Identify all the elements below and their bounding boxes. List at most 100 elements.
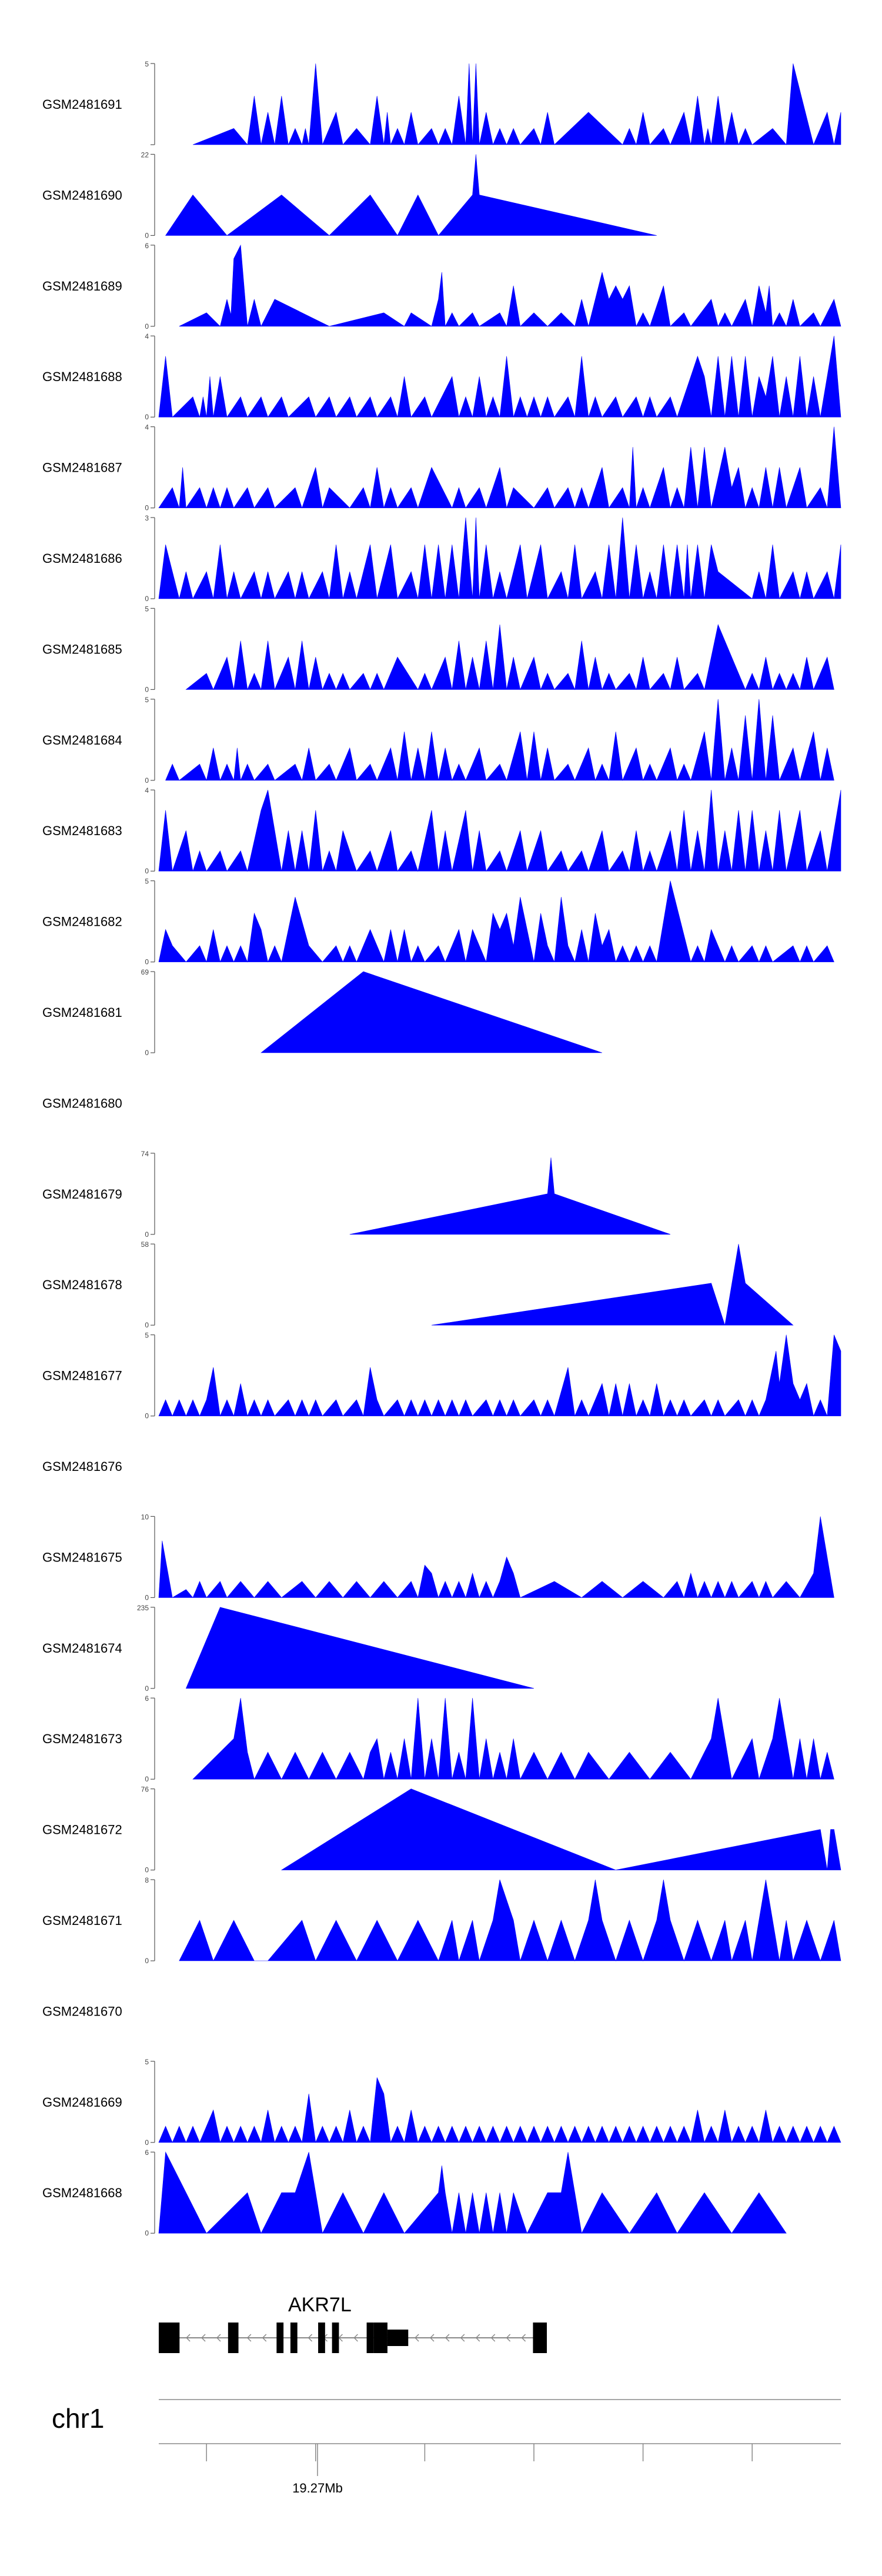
track-ymin-label: 0	[145, 413, 149, 421]
track-area	[158, 1516, 834, 1599]
track-ymin-label: 0	[145, 1230, 149, 1239]
track-ymin-label: 0	[145, 776, 149, 785]
track-label: GSM2481687	[42, 461, 122, 475]
gene-exon	[533, 2323, 547, 2353]
track-area	[192, 63, 841, 146]
track-area	[260, 971, 603, 1053]
gene-exon	[366, 2323, 374, 2353]
track-ymax-label: 5	[145, 877, 149, 886]
gene-strand-arrow	[475, 2334, 480, 2342]
track-ymin-label: 0	[145, 1684, 149, 1693]
track-area	[185, 623, 834, 690]
track-ymin-label: 0	[145, 1321, 149, 1329]
gene-exon	[290, 2323, 298, 2353]
track-label: GSM2481670	[42, 2004, 122, 2018]
track-label: GSM2481690	[42, 188, 122, 202]
genome-axis-tick-label: 19.27Mb	[292, 2481, 343, 2495]
gene-strand-arrow	[445, 2334, 450, 2342]
track-label: GSM2481682	[42, 915, 122, 929]
track-ymax-label: 76	[141, 1786, 149, 1794]
track-label: GSM2481686	[42, 551, 122, 566]
track-area	[280, 1788, 841, 1870]
track-ymax-label: 5	[145, 605, 149, 613]
track-ymax-label: 8	[145, 1876, 149, 1884]
track-area	[158, 517, 841, 600]
track-label: GSM2481668	[42, 2185, 122, 2200]
track-area	[192, 1698, 834, 1780]
track-area	[165, 699, 834, 781]
gene-strand-arrow	[415, 2334, 419, 2342]
track-ymax-label: 5	[145, 2058, 149, 2066]
track-ymin-label: 0	[145, 2229, 149, 2237]
chromosome-label: chr1	[52, 2403, 104, 2434]
gene-exon	[276, 2323, 284, 2353]
track-ymin-label: 0	[145, 504, 149, 512]
track-ymax-label: 22	[141, 151, 149, 159]
track-ymax-label: 4	[145, 423, 149, 432]
track-label: GSM2481678	[42, 1277, 122, 1292]
gene-strand-arrow	[506, 2334, 511, 2342]
track-ymin-label: 0	[145, 1593, 149, 1601]
track-ymax-label: 5	[145, 696, 149, 704]
track-ymax-label: 4	[145, 332, 149, 341]
gene-exon	[373, 2323, 387, 2353]
track-area	[179, 1879, 841, 1961]
gene-strand-arrow	[460, 2334, 465, 2342]
track-ymax-label: 3	[145, 514, 149, 522]
track-label: GSM2481684	[42, 733, 122, 748]
track-ymin-label: 0	[145, 1412, 149, 1420]
track-ymin-label: 0	[145, 867, 149, 875]
track-ymax-label: 6	[145, 2148, 149, 2157]
track-label: GSM2481675	[42, 1550, 122, 1564]
track-label: GSM2481691	[42, 97, 122, 112]
track-ymin-label: 0	[145, 685, 149, 693]
track-ymax-label: 58	[141, 1240, 149, 1249]
track-label: GSM2481689	[42, 279, 122, 293]
track-area	[349, 1157, 671, 1235]
track-ymin-label: 0	[145, 322, 149, 331]
gene-strand-arrow	[490, 2334, 496, 2342]
track-label: GSM2481669	[42, 2095, 122, 2110]
track-area	[158, 426, 841, 509]
track-ymin-label: 0	[145, 231, 149, 239]
track-area	[158, 790, 841, 872]
track-label: GSM2481671	[42, 1913, 122, 1928]
track-area	[158, 2077, 841, 2143]
track-label: GSM2481683	[42, 823, 122, 838]
gene-strand-arrow	[338, 2334, 343, 2342]
track-area	[158, 1334, 841, 1417]
gene-strand-arrow	[308, 2334, 313, 2342]
track-label: GSM2481672	[42, 1823, 122, 1837]
track-label: GSM2481677	[42, 1369, 122, 1383]
track-ymin-label: 0	[145, 1866, 149, 1874]
gene-strand-arrow	[429, 2334, 435, 2342]
track-ymax-label: 6	[145, 242, 149, 250]
track-ymax-label: 235	[137, 1604, 149, 1612]
gene-strand-arrow	[246, 2334, 252, 2342]
gene-strand-arrow	[216, 2334, 221, 2342]
track-label: GSM2481679	[42, 1187, 122, 1202]
track-ymax-label: 4	[145, 786, 149, 795]
track-ymax-label: 5	[145, 60, 149, 68]
track-ymax-label: 5	[145, 1332, 149, 1340]
track-area	[158, 2151, 787, 2234]
gene-strand-arrow	[262, 2334, 267, 2342]
track-ymin-label: 0	[145, 1049, 149, 1057]
gene-strand-arrow	[201, 2334, 206, 2342]
gene-strand-arrow	[353, 2334, 358, 2342]
track-label: GSM2481674	[42, 1641, 122, 1656]
gene-utr	[387, 2330, 409, 2346]
track-ymax-label: 74	[141, 1150, 149, 1158]
track-area	[179, 244, 841, 327]
gene-exon	[159, 2323, 180, 2353]
gene-strand-arrow	[186, 2334, 191, 2342]
track-ymin-label: 0	[145, 595, 149, 603]
gene-exon	[228, 2323, 239, 2353]
track-label: GSM2481673	[42, 1731, 122, 1746]
track-ymax-label: 10	[141, 1513, 149, 1521]
track-ymin-label: 0	[145, 1775, 149, 1783]
track-area	[165, 154, 657, 236]
gene-exon	[332, 2323, 339, 2353]
track-area	[158, 336, 841, 418]
